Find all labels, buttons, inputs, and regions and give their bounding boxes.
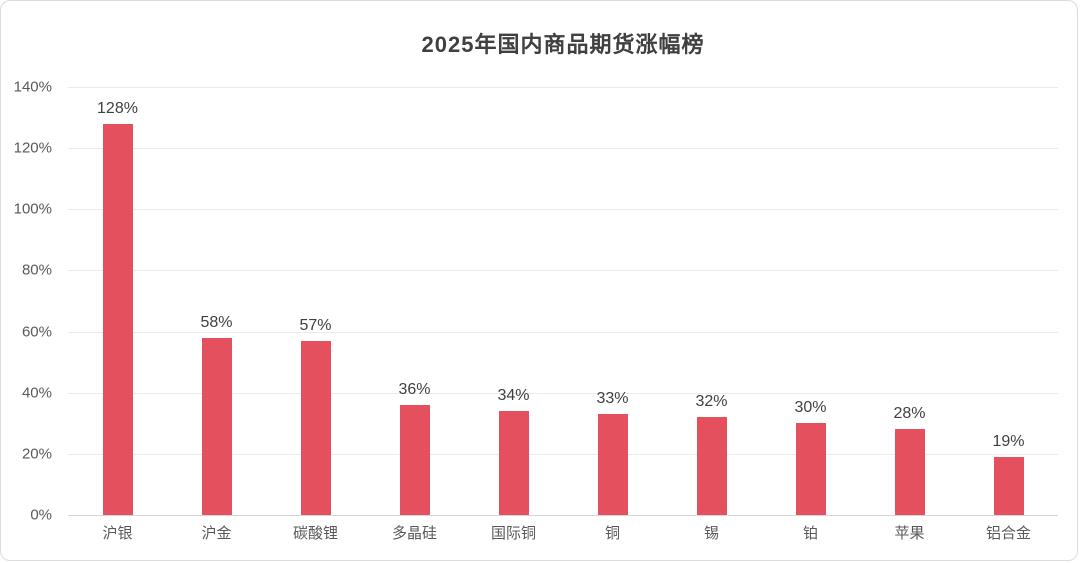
bar-group: 19% — [959, 87, 1058, 515]
bars-layer: 128% 58% 57% 36% 34% 33% 32% 30% 28% 19% — [68, 87, 1058, 515]
x-axis-line — [68, 515, 1058, 516]
y-tick-label: 80% — [21, 261, 52, 279]
y-tick-label: 60% — [21, 323, 52, 341]
bar — [399, 404, 430, 515]
y-tick-label: 40% — [21, 384, 52, 402]
bar-value-label: 30% — [794, 399, 827, 417]
x-axis: 沪银 沪金 碳酸锂 多晶硅 国际铜 铜 锡 铂 苹果 铝合金 — [68, 522, 1058, 543]
plot-area: 128% 58% 57% 36% 34% 33% 32% 30% 28% 19% — [68, 87, 1058, 516]
bar-group: 28% — [860, 87, 959, 515]
x-category-label: 国际铜 — [490, 525, 536, 542]
bar-value-label: 34% — [497, 387, 530, 405]
gridline — [68, 453, 1058, 455]
bar-group: 128% — [68, 87, 167, 515]
gridline — [68, 392, 1058, 394]
x-category-label: 铂 — [802, 525, 818, 542]
bar — [201, 337, 232, 515]
bar-value-label: 33% — [596, 390, 629, 408]
bar-value-label: 19% — [992, 432, 1025, 450]
bar-value-label: 28% — [893, 405, 926, 423]
bar — [300, 340, 331, 515]
x-category-label: 沪金 — [201, 525, 232, 542]
bar-group: 33% — [563, 87, 662, 515]
bar — [795, 423, 826, 515]
y-tick-label: 20% — [21, 445, 52, 463]
bar-value-label: 32% — [695, 393, 728, 411]
y-tick-label: 0% — [30, 506, 52, 524]
gridline — [68, 209, 1058, 211]
chart-title: 2025年国内商品期货涨幅榜 — [421, 32, 705, 57]
bar-value-label: 57% — [299, 316, 332, 334]
bar — [894, 429, 925, 515]
x-category-label: 多晶硅 — [391, 525, 437, 542]
bar-value-label: 128% — [97, 99, 138, 117]
bar — [498, 411, 529, 515]
gridline — [68, 148, 1058, 150]
gridline — [68, 331, 1058, 333]
bar-group: 32% — [662, 87, 761, 515]
bar — [102, 123, 133, 515]
bar-group: 30% — [761, 87, 860, 515]
y-tick-label: 140% — [13, 78, 52, 96]
bar — [597, 414, 628, 515]
x-category-label: 铜 — [604, 525, 620, 542]
x-category-label: 碳酸锂 — [292, 525, 338, 542]
bar — [993, 456, 1024, 515]
bar-group: 57% — [266, 87, 365, 515]
x-category-label: 沪银 — [102, 525, 133, 542]
gridline — [68, 87, 1058, 88]
x-category-label: 铝合金 — [985, 525, 1031, 542]
bar — [696, 417, 727, 515]
x-category-label: 锡 — [703, 525, 719, 542]
x-category-label: 苹果 — [894, 525, 925, 542]
bar-group: 34% — [464, 87, 563, 515]
bar-group: 58% — [167, 87, 266, 515]
y-tick-label: 100% — [13, 200, 52, 218]
bar-value-label: 36% — [398, 380, 431, 398]
gridline — [68, 270, 1058, 272]
bar-group: 36% — [365, 87, 464, 515]
bar-value-label: 58% — [200, 313, 233, 331]
y-tick-label: 120% — [13, 139, 52, 157]
